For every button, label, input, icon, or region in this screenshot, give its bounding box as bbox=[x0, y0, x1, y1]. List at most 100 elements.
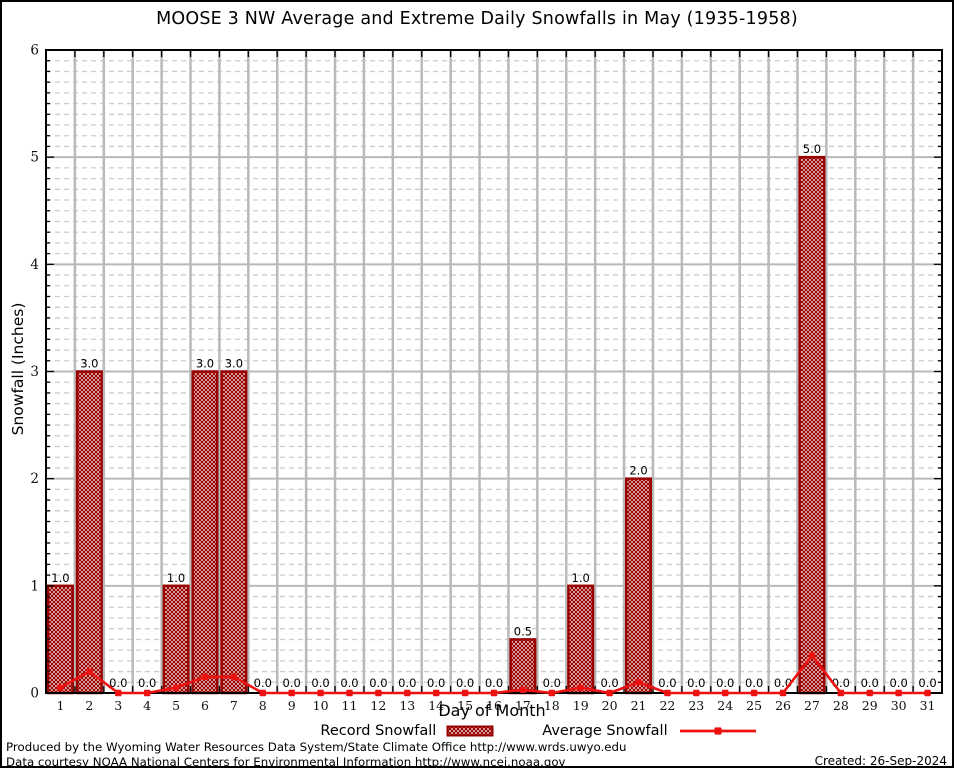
svg-text:7: 7 bbox=[230, 698, 238, 713]
svg-text:0: 0 bbox=[30, 686, 39, 702]
svg-text:29: 29 bbox=[862, 698, 878, 713]
marker-day-1 bbox=[57, 684, 64, 691]
svg-text:0.0: 0.0 bbox=[340, 676, 358, 690]
bar-day-6 bbox=[191, 370, 219, 695]
marker-day-31 bbox=[924, 689, 931, 697]
legend-average-label: Average Snowfall bbox=[542, 723, 668, 739]
marker-day-2 bbox=[86, 668, 93, 675]
svg-text:25: 25 bbox=[746, 698, 762, 713]
marker-day-27 bbox=[808, 652, 816, 659]
bar-value-labels: 1.0 3.0 0.0 0.0 1.0 3.0 3.0 0.0 0.0 0.0 0.0 0.0 0.0 0… bbox=[51, 142, 936, 690]
svg-text:0.0: 0.0 bbox=[398, 676, 416, 690]
created-date: Created: 26-Sep-2024 bbox=[814, 754, 947, 768]
legend-record-label: Record Snowfall bbox=[320, 723, 437, 739]
svg-text:0.0: 0.0 bbox=[658, 676, 676, 690]
legend-average-swatch-icon bbox=[679, 727, 756, 735]
svg-text:1: 1 bbox=[30, 578, 39, 594]
footer-produced-by: Produced by the Wyoming Water Resources … bbox=[6, 740, 627, 754]
marker-day-21 bbox=[635, 679, 642, 686]
marker-day-10 bbox=[317, 689, 324, 697]
svg-text:14: 14 bbox=[428, 698, 444, 713]
svg-text:0.0: 0.0 bbox=[369, 676, 387, 690]
svg-text:5: 5 bbox=[172, 698, 180, 713]
svg-text:1.0: 1.0 bbox=[572, 571, 590, 585]
svg-text:3: 3 bbox=[30, 364, 39, 380]
svg-text:21: 21 bbox=[631, 698, 647, 713]
svg-text:15: 15 bbox=[457, 698, 473, 713]
chart-canvas: 1.0 3.0 0.0 0.0 1.0 3.0 3.0 0.0 0.0 0.0 0.0 0.0 0.0 0… bbox=[30, 43, 943, 713]
marker-day-8 bbox=[259, 689, 266, 697]
svg-text:18: 18 bbox=[544, 698, 560, 713]
svg-text:0.0: 0.0 bbox=[918, 676, 936, 690]
legend-record-swatch-icon bbox=[446, 725, 494, 737]
svg-text:0.0: 0.0 bbox=[861, 676, 879, 690]
svg-text:0.5: 0.5 bbox=[514, 624, 532, 638]
average-snowfall-markers bbox=[57, 652, 931, 697]
bar-day-2 bbox=[75, 370, 103, 695]
svg-text:2.0: 2.0 bbox=[629, 464, 647, 478]
svg-text:8: 8 bbox=[259, 698, 267, 713]
marker-day-19 bbox=[577, 684, 584, 691]
svg-text:0.0: 0.0 bbox=[427, 676, 445, 690]
svg-text:4: 4 bbox=[30, 257, 39, 273]
svg-text:28: 28 bbox=[833, 698, 849, 713]
svg-text:2: 2 bbox=[30, 471, 39, 487]
svg-text:4: 4 bbox=[143, 698, 151, 713]
marker-day-4 bbox=[143, 689, 151, 697]
svg-text:0.0: 0.0 bbox=[138, 676, 156, 690]
svg-text:1.0: 1.0 bbox=[167, 571, 185, 585]
marker-day-3 bbox=[115, 689, 122, 697]
svg-text:23: 23 bbox=[688, 698, 704, 713]
bar-day-7 bbox=[220, 370, 248, 695]
record-snowfall-bars bbox=[46, 155, 826, 695]
svg-text:0.0: 0.0 bbox=[600, 676, 618, 690]
svg-text:27: 27 bbox=[804, 698, 820, 713]
bar-day-1 bbox=[46, 584, 74, 695]
marker-day-17 bbox=[519, 686, 527, 693]
marker-day-9 bbox=[288, 689, 295, 697]
svg-text:0.0: 0.0 bbox=[889, 676, 907, 690]
marker-day-29 bbox=[866, 689, 873, 697]
marker-day-6 bbox=[201, 673, 209, 681]
svg-text:6: 6 bbox=[201, 698, 209, 713]
svg-text:0.0: 0.0 bbox=[745, 676, 763, 690]
svg-text:6: 6 bbox=[30, 43, 39, 59]
svg-text:26: 26 bbox=[775, 698, 791, 713]
svg-text:3.0: 3.0 bbox=[225, 357, 243, 371]
svg-text:5: 5 bbox=[30, 150, 39, 166]
bar-day-21 bbox=[625, 477, 653, 695]
bar-day-27 bbox=[798, 155, 826, 695]
bar-day-5 bbox=[162, 584, 190, 695]
marker-day-15 bbox=[461, 689, 469, 697]
svg-text:10: 10 bbox=[313, 698, 329, 713]
legend: Record Snowfall Average Snowfall bbox=[64, 723, 952, 739]
bar-day-17 bbox=[509, 638, 537, 695]
grid-vertical bbox=[73, 50, 915, 693]
svg-text:0.0: 0.0 bbox=[109, 676, 127, 690]
marker-day-30 bbox=[895, 689, 902, 697]
marker-day-22 bbox=[664, 689, 671, 697]
svg-text:9: 9 bbox=[288, 698, 296, 713]
marker-day-14 bbox=[432, 689, 440, 697]
marker-day-5 bbox=[172, 684, 180, 691]
svg-text:22: 22 bbox=[659, 698, 675, 713]
svg-text:1: 1 bbox=[56, 698, 64, 713]
marker-day-16 bbox=[490, 689, 498, 697]
svg-text:0.0: 0.0 bbox=[687, 676, 705, 690]
chart-title: MOOSE 3 NW Average and Extreme Daily Sno… bbox=[156, 9, 798, 29]
marker-day-23 bbox=[693, 689, 700, 697]
svg-text:3.0: 3.0 bbox=[196, 357, 214, 371]
svg-text:19: 19 bbox=[573, 698, 589, 713]
marker-day-7 bbox=[230, 673, 238, 681]
svg-text:12: 12 bbox=[370, 698, 386, 713]
svg-text:16: 16 bbox=[486, 698, 502, 713]
marker-day-11 bbox=[346, 689, 353, 697]
marker-day-26 bbox=[779, 689, 787, 697]
footer-data-courtesy: Data courtesy NOAA National Centers for … bbox=[6, 755, 566, 768]
marker-day-13 bbox=[404, 689, 411, 697]
svg-text:0.0: 0.0 bbox=[311, 676, 329, 690]
svg-text:5.0: 5.0 bbox=[803, 142, 821, 156]
marker-day-28 bbox=[837, 689, 845, 697]
svg-text:17: 17 bbox=[515, 698, 531, 713]
